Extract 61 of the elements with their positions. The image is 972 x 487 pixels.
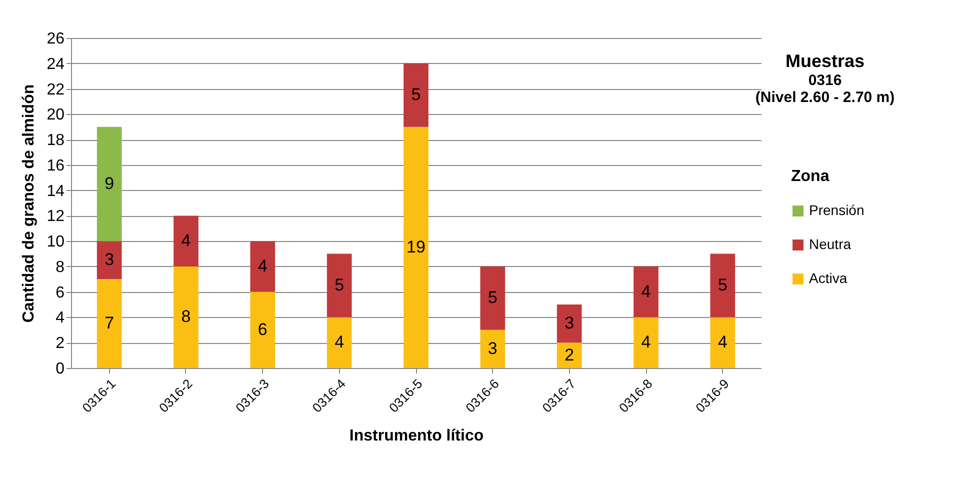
- bar: [710, 317, 736, 368]
- data-label: 4: [641, 282, 651, 301]
- y-tick-label: 16: [46, 157, 65, 174]
- data-label: 7: [104, 314, 114, 333]
- y-tick-label: 26: [46, 30, 65, 48]
- legend-label: Neutra: [809, 236, 852, 252]
- bar: [174, 216, 198, 266]
- bar: [250, 241, 276, 292]
- y-tick-label: 14: [46, 182, 65, 200]
- bar: [556, 342, 582, 368]
- bar: [556, 304, 582, 343]
- y-tick-label: 0: [56, 360, 65, 378]
- text: (Nivel 2.60 - 2.70 m): [755, 89, 895, 106]
- legend-title: Zona: [791, 168, 830, 185]
- data-label: 3: [564, 314, 574, 333]
- bar: [250, 292, 276, 368]
- bar: [480, 330, 506, 368]
- y-tick-label: 4: [56, 310, 65, 327]
- y-tick-label: 20: [46, 106, 65, 124]
- y-tick-label: 22: [46, 81, 65, 98]
- y-tick-label: 10: [46, 234, 65, 251]
- x-axis-title: Instrumento lítico: [349, 427, 484, 444]
- data-label: 19: [406, 237, 426, 256]
- data-label: 5: [718, 276, 728, 294]
- data-label: 4: [258, 256, 268, 276]
- data-label: 6: [258, 320, 268, 339]
- y-axis-title: Cantidad de granos de almidón: [20, 84, 38, 323]
- bar: [326, 254, 352, 318]
- data-label: 5: [334, 276, 344, 294]
- data-label: 4: [718, 332, 728, 352]
- bar: [174, 266, 198, 368]
- data-label: 5: [488, 288, 498, 308]
- text: 0316: [808, 72, 842, 89]
- bar: [480, 266, 506, 330]
- y-tick-label: 24: [46, 56, 65, 73]
- data-label: 4: [181, 231, 191, 250]
- bar: [710, 254, 736, 318]
- bar: [404, 63, 428, 127]
- legend-label: Prensión: [809, 202, 864, 218]
- bar: [96, 241, 122, 280]
- y-tick-label: 18: [46, 132, 65, 150]
- text: Muestras: [785, 51, 865, 71]
- bar: [96, 126, 122, 242]
- data-label: 5: [411, 85, 421, 104]
- bar: [634, 317, 658, 368]
- legend-label: Activa: [809, 270, 848, 286]
- data-label: 4: [641, 332, 651, 352]
- data-label: 3: [104, 250, 114, 270]
- y-tick-label: 8: [56, 258, 65, 276]
- data-label: 8: [181, 307, 191, 326]
- bar: [634, 266, 658, 318]
- data-label: 3: [488, 338, 498, 358]
- bar: [96, 279, 122, 368]
- data-label: 4: [334, 332, 344, 352]
- data-label: 9: [104, 174, 114, 193]
- bar: [326, 317, 352, 368]
- y-tick-label: 6: [56, 284, 65, 302]
- data-label: 2: [564, 345, 574, 364]
- y-tick-label: 2: [56, 335, 65, 352]
- bar: [404, 126, 428, 368]
- y-tick-label: 12: [46, 208, 65, 226]
